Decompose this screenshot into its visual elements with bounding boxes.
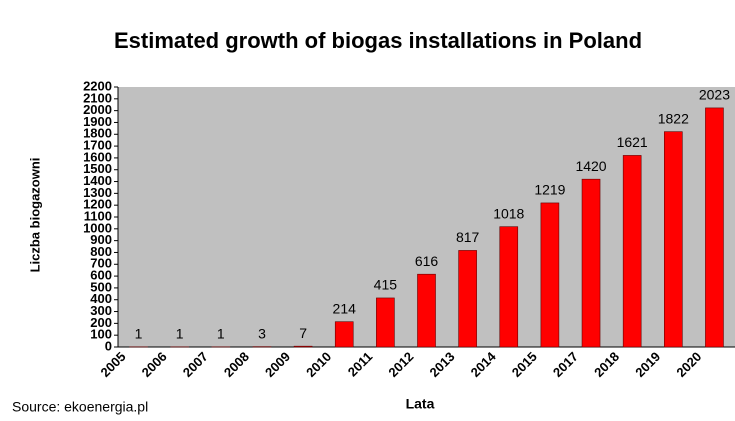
value-label: 3 xyxy=(258,325,266,341)
value-label: 1 xyxy=(135,326,143,342)
y-tick-label: 800 xyxy=(90,244,112,259)
x-tick-label: 2006 xyxy=(139,349,170,380)
y-tick-label: 2100 xyxy=(83,90,112,105)
y-tick-label: 700 xyxy=(90,256,112,271)
chart-title: Estimated growth of biogas installations… xyxy=(114,28,642,53)
x-tick-label: 2008 xyxy=(221,349,252,380)
y-tick-label: 200 xyxy=(90,315,112,330)
x-tick-label: 2014 xyxy=(468,348,500,380)
source: Source: ekoenergia.pl xyxy=(12,399,148,415)
bar xyxy=(581,178,601,348)
x-tick-label: 2019 xyxy=(632,349,663,380)
y-tick-label: 300 xyxy=(90,303,112,318)
bar xyxy=(540,202,560,348)
y-tick-label: 0 xyxy=(105,338,112,353)
y-tick-label: 1800 xyxy=(83,126,112,141)
value-label: 1 xyxy=(176,326,184,342)
y-tick-label: 600 xyxy=(90,268,112,283)
value-label: 1420 xyxy=(575,158,606,174)
y-tick-label: 100 xyxy=(90,327,112,342)
y-tick-label: 400 xyxy=(90,291,112,306)
x-tick-label: 2007 xyxy=(180,349,211,380)
bar xyxy=(458,250,477,348)
x-axis-label: Lata xyxy=(406,396,435,412)
y-tick-label: 1100 xyxy=(84,208,112,223)
x-tick-label: 2010 xyxy=(303,349,334,380)
value-label: 2023 xyxy=(699,87,730,103)
y-tick-label: 2000 xyxy=(83,102,112,117)
value-label: 1219 xyxy=(534,182,565,198)
value-label: 1018 xyxy=(493,205,524,221)
bar xyxy=(663,131,683,348)
bar xyxy=(622,155,642,348)
y-tick-label: 1600 xyxy=(83,149,112,164)
x-tick-label: 2011 xyxy=(345,349,376,380)
bar xyxy=(417,273,436,348)
x-tick-label: 2013 xyxy=(427,349,458,380)
y-tick-label: 1900 xyxy=(83,114,112,129)
x-tick-label: 2005 xyxy=(97,349,128,380)
y-tick-label: 500 xyxy=(90,279,112,294)
x-tick-label: 2018 xyxy=(591,349,622,380)
x-tick-label: 2017 xyxy=(550,349,581,380)
y-tick-label: 1300 xyxy=(83,185,112,200)
bar xyxy=(376,297,395,348)
value-label: 1 xyxy=(217,326,225,342)
value-label: 1621 xyxy=(617,134,648,150)
x-tick-label: 2009 xyxy=(262,349,293,380)
value-label: 7 xyxy=(299,325,307,341)
y-tick-label: 900 xyxy=(90,232,112,247)
value-label: 415 xyxy=(374,277,398,293)
y-axis-label: Liczba biogazowni xyxy=(27,158,42,273)
y-tick-label: 1700 xyxy=(83,138,112,153)
value-label: 616 xyxy=(415,253,439,269)
value-label: 817 xyxy=(456,229,480,245)
x-tick-label: 2012 xyxy=(385,349,416,380)
y-tick-label: 1500 xyxy=(83,161,112,176)
y-tick-label: 2200 xyxy=(83,78,112,93)
y-tick-label: 1400 xyxy=(83,173,112,188)
bar xyxy=(499,226,519,348)
bar xyxy=(293,345,313,348)
value-label: 1822 xyxy=(658,110,689,126)
y-tick-label: 1000 xyxy=(83,220,112,235)
value-label: 214 xyxy=(333,300,357,316)
y-tick-label: 1200 xyxy=(83,197,112,212)
bar xyxy=(334,321,354,348)
x-tick-label: 2015 xyxy=(509,349,540,380)
bar xyxy=(705,107,724,348)
x-tick-label: 2020 xyxy=(673,349,704,380)
